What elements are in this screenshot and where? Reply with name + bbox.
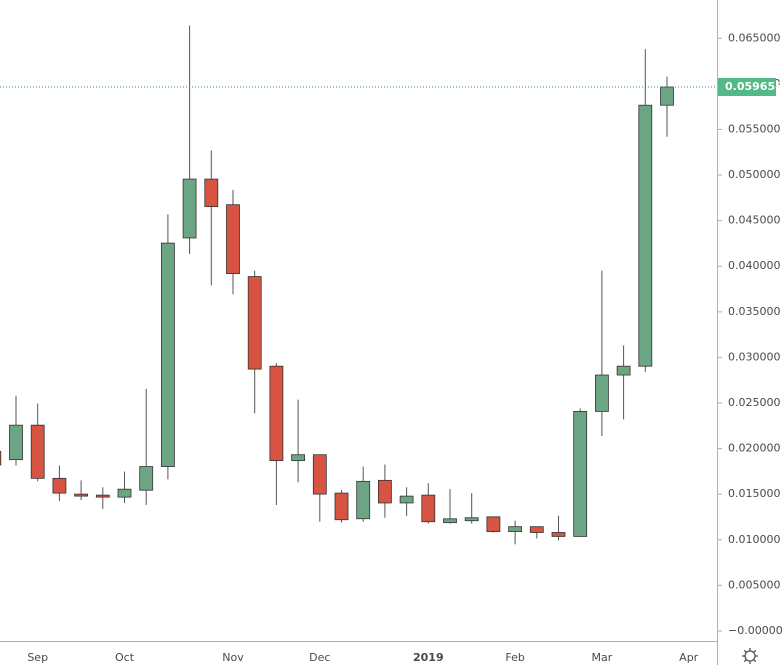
candle-body [421, 494, 436, 523]
last-price-label: 0.059658 [725, 80, 783, 93]
y-tick-label: 0.055000 [728, 122, 781, 135]
candle-body [508, 526, 523, 532]
y-tick-label: 0.025000 [728, 396, 781, 409]
x-tick-label: 2019 [413, 651, 444, 664]
candle-body [291, 454, 306, 462]
y-tick-label: 0.035000 [728, 305, 781, 318]
candle-body [595, 374, 609, 412]
y-tick-label: 0.015000 [728, 487, 781, 500]
candle-body [356, 480, 371, 520]
y-tick-label: 0.005000 [728, 578, 781, 591]
candle-body [616, 365, 631, 376]
y-tick-label: 0.010000 [728, 533, 781, 546]
candle-body [247, 276, 262, 370]
x-tick-label: Feb [505, 651, 524, 664]
x-tick-label: Dec [309, 651, 330, 664]
y-tick-label: 0.050000 [728, 168, 781, 181]
candle-body [182, 178, 197, 239]
x-tick-label: Apr [679, 651, 699, 664]
candle-body [30, 424, 45, 479]
settings-icon[interactable] [742, 648, 758, 664]
candle-body [334, 492, 349, 521]
candle-body [74, 493, 88, 497]
candle-body [443, 518, 457, 524]
y-tick-label: 0.020000 [728, 442, 781, 455]
candle-body [0, 450, 2, 466]
candle-body [269, 365, 284, 462]
candle-body [95, 494, 110, 498]
candle-body [9, 424, 23, 461]
candle-body [573, 411, 588, 537]
candle-body [52, 477, 67, 494]
x-tick-label: Nov [222, 651, 244, 664]
x-tick-label: Sep [27, 651, 48, 664]
candle-body [638, 104, 653, 367]
candle-body [117, 488, 132, 498]
y-tick-label: 0.065000 [728, 31, 781, 44]
candle-body [139, 466, 154, 491]
x-tick-label: Mar [592, 651, 613, 664]
candle-body [551, 532, 566, 537]
last-price-box [718, 78, 776, 97]
candle-body [660, 86, 674, 106]
candle-body [377, 479, 392, 504]
candle-body [160, 242, 175, 467]
candle-body [399, 495, 414, 504]
y-tick-label: 0.030000 [728, 350, 781, 363]
candle-body [486, 516, 501, 532]
y-tick-label: 0.040000 [728, 259, 781, 272]
candle-body [312, 454, 327, 495]
y-tick-label: 0.045000 [728, 214, 781, 227]
candle-body [464, 517, 479, 522]
candle-body [529, 526, 544, 533]
candle-body [204, 178, 219, 208]
candle-body [226, 204, 240, 275]
x-tick-label: Oct [115, 651, 135, 664]
